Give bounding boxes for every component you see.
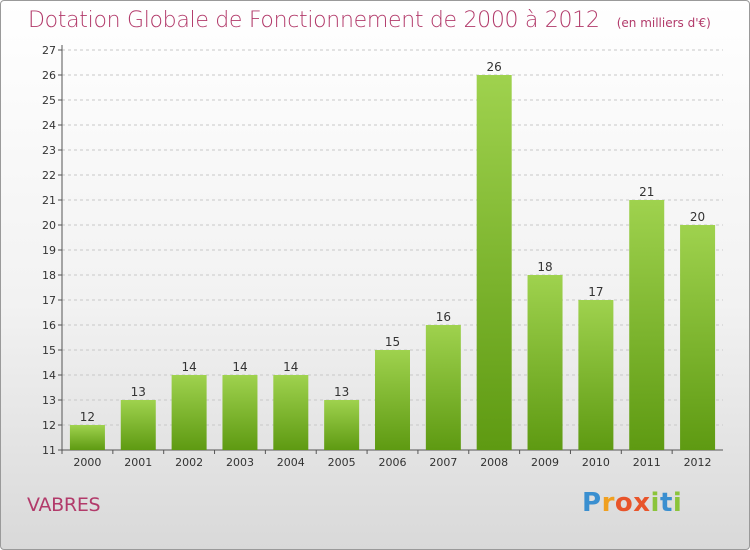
y-tick-label: 25 xyxy=(42,94,56,107)
x-tick-label-2000: 2000 xyxy=(73,456,101,469)
bar-2004 xyxy=(273,375,309,450)
x-tick-label-2008: 2008 xyxy=(480,456,508,469)
data-label-2002: 14 xyxy=(181,360,196,374)
data-label-2006: 15 xyxy=(385,335,400,349)
chart-title: Dotation Globale de Fonctionnement de 20… xyxy=(28,8,600,33)
y-tick-label: 12 xyxy=(42,419,56,432)
bar-2007 xyxy=(425,325,461,450)
data-label-2012: 20 xyxy=(690,210,705,224)
x-tick-label-2004: 2004 xyxy=(277,456,305,469)
chart-subtitle: (en milliers d'€) xyxy=(616,16,711,30)
x-tick-label-2001: 2001 xyxy=(124,456,152,469)
y-tick-label: 15 xyxy=(42,344,56,357)
data-label-2007: 16 xyxy=(436,310,451,324)
bar-2009 xyxy=(527,275,563,450)
y-tick-label: 20 xyxy=(42,219,56,232)
data-label-2004: 14 xyxy=(283,360,298,374)
y-tick-label: 22 xyxy=(42,169,56,182)
data-label-2000: 12 xyxy=(80,410,95,424)
data-label-2009: 18 xyxy=(537,260,552,274)
bar-2001 xyxy=(120,400,156,450)
y-tick-label: 17 xyxy=(42,294,56,307)
y-tick-label: 27 xyxy=(42,44,56,57)
bar-2003 xyxy=(222,375,258,450)
data-label-2001: 13 xyxy=(131,385,146,399)
y-tick-label: 16 xyxy=(42,319,56,332)
x-tick-label-2003: 2003 xyxy=(226,456,254,469)
bar-2008 xyxy=(476,75,512,450)
chart-title-block: Dotation Globale de Fonctionnement de 20… xyxy=(28,8,711,33)
data-label-2003: 14 xyxy=(232,360,247,374)
x-tick-label-2005: 2005 xyxy=(328,456,356,469)
y-tick-label: 24 xyxy=(42,119,56,132)
bar-2005 xyxy=(324,400,360,450)
bar-2010 xyxy=(578,300,614,450)
bar-2012 xyxy=(680,225,716,450)
y-tick-label: 13 xyxy=(42,394,56,407)
x-tick-label-2012: 2012 xyxy=(684,456,712,469)
proxiti-logo: Proxiti xyxy=(582,488,683,518)
y-tick-label: 11 xyxy=(42,444,56,457)
bar-2002 xyxy=(171,375,207,450)
y-tick-label: 23 xyxy=(42,144,56,157)
x-tick-label-2011: 2011 xyxy=(633,456,661,469)
x-tick-label-2009: 2009 xyxy=(531,456,559,469)
data-label-2008: 26 xyxy=(487,60,502,74)
x-tick-label-2007: 2007 xyxy=(429,456,457,469)
x-tick-label-2006: 2006 xyxy=(379,456,407,469)
x-tick-label-2010: 2010 xyxy=(582,456,610,469)
y-tick-label: 19 xyxy=(42,244,56,257)
data-label-2010: 17 xyxy=(588,285,603,299)
y-tick-label: 21 xyxy=(42,194,56,207)
data-label-2011: 21 xyxy=(639,185,654,199)
data-label-2005: 13 xyxy=(334,385,349,399)
x-tick-label-2002: 2002 xyxy=(175,456,203,469)
bar-2011 xyxy=(629,200,665,450)
y-tick-label: 18 xyxy=(42,269,56,282)
bar-2006 xyxy=(375,350,410,450)
y-tick-label: 14 xyxy=(42,369,56,382)
y-tick-label: 26 xyxy=(42,69,56,82)
bar-2000 xyxy=(69,425,105,450)
commune-name: VABRES xyxy=(27,494,101,516)
